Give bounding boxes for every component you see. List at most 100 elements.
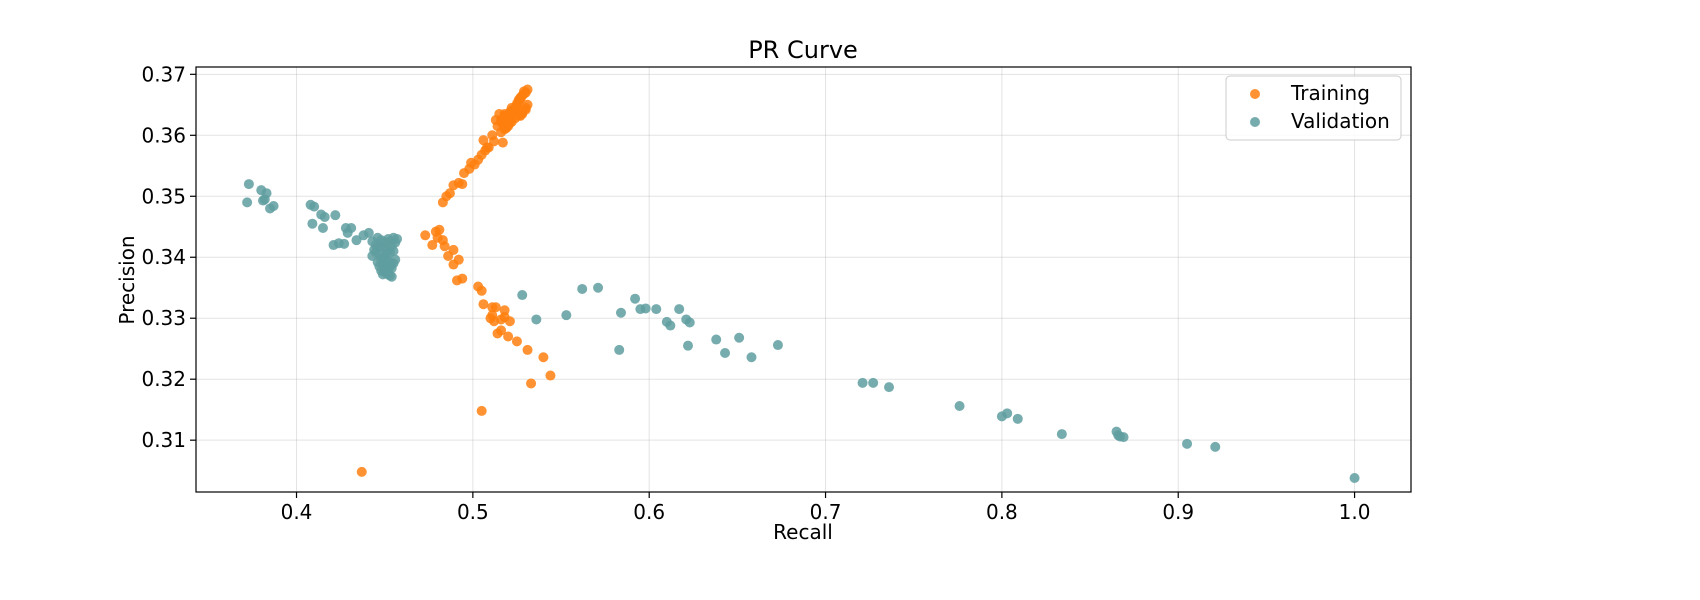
- data-point-validation: [772, 340, 783, 351]
- data-point-validation: [307, 218, 318, 229]
- data-point-validation: [309, 201, 320, 212]
- data-point-validation: [339, 238, 350, 249]
- data-point-training: [476, 405, 487, 416]
- data-point-training: [511, 101, 522, 112]
- data-point-validation: [384, 261, 395, 272]
- data-point-validation: [884, 382, 895, 393]
- data-point-validation: [328, 240, 339, 251]
- data-point-training: [466, 157, 477, 168]
- data-point-validation: [614, 344, 625, 355]
- x-tick-label: 0.7: [810, 500, 842, 524]
- data-point-validation: [317, 222, 328, 233]
- x-tick-label: 0.9: [1162, 500, 1194, 524]
- data-point-validation: [243, 179, 254, 190]
- legend-label-validation: Validation: [1291, 109, 1390, 133]
- data-point-validation: [259, 194, 270, 205]
- data-point-validation: [390, 237, 401, 248]
- data-point-validation: [1002, 408, 1013, 419]
- data-point-training: [483, 142, 494, 153]
- legend-marker-training: [1250, 89, 1260, 99]
- data-point-validation: [388, 246, 399, 257]
- data-point-training: [515, 110, 526, 121]
- data-point-training: [478, 299, 489, 310]
- data-point-training: [356, 466, 367, 477]
- data-point-training: [443, 251, 454, 262]
- data-point-training: [434, 224, 445, 235]
- x-tick-label: 0.5: [457, 500, 489, 524]
- chart-legend: Training Validation: [1225, 75, 1402, 141]
- data-point-training: [490, 302, 501, 313]
- data-point-training: [457, 179, 468, 190]
- data-point-validation: [1182, 438, 1193, 449]
- legend-box: [1225, 75, 1402, 141]
- data-point-validation: [531, 314, 542, 325]
- data-point-validation: [711, 334, 722, 345]
- x-tick-label: 1.0: [1339, 500, 1371, 524]
- data-point-validation: [242, 197, 253, 208]
- data-point-validation: [351, 235, 362, 246]
- data-point-validation: [651, 304, 662, 315]
- data-point-training: [448, 259, 459, 270]
- y-tick-label: 0.35: [141, 184, 186, 208]
- y-tick-label: 0.36: [141, 123, 186, 147]
- data-point-validation: [674, 304, 685, 315]
- data-point-training: [497, 137, 508, 148]
- y-tick-label: 0.34: [141, 245, 186, 269]
- y-tick-label: 0.31: [141, 428, 186, 452]
- data-point-validation: [1056, 429, 1067, 440]
- scatter-points: [242, 84, 1360, 483]
- data-point-training: [504, 316, 515, 327]
- data-point-training: [511, 336, 522, 347]
- data-point-validation: [517, 290, 528, 301]
- data-point-validation: [720, 347, 731, 358]
- data-point-validation: [640, 303, 651, 314]
- data-point-validation: [615, 307, 626, 318]
- data-point-training: [439, 241, 450, 252]
- data-point-validation: [684, 317, 695, 328]
- data-point-training: [504, 118, 515, 129]
- data-point-validation: [682, 340, 693, 351]
- data-point-validation: [1118, 432, 1129, 443]
- series-training: [356, 84, 556, 477]
- plot-area-frame: [195, 66, 1412, 493]
- data-point-training: [496, 325, 507, 336]
- data-point-validation: [868, 377, 879, 388]
- data-point-training: [494, 108, 505, 119]
- x-axis-label: Recall: [773, 520, 833, 544]
- x-tick-label: 0.6: [633, 500, 665, 524]
- data-point-validation: [561, 310, 572, 321]
- data-point-validation: [593, 282, 604, 293]
- data-point-training: [476, 285, 487, 296]
- y-tick-label: 0.33: [141, 306, 186, 330]
- data-point-validation: [319, 212, 330, 222]
- x-tick-label: 0.8: [986, 500, 1018, 524]
- data-point-training: [503, 331, 514, 342]
- data-point-validation: [665, 320, 676, 331]
- axis-ticks: 0.4 0.5 0.6 0.7 0.8 0.9 1.0 0.31 0.32 0.33 0.34 0.3…: [141, 62, 1370, 524]
- data-point-training: [420, 230, 431, 241]
- data-point-training: [459, 168, 470, 179]
- data-point-training: [437, 197, 448, 208]
- data-point-training: [538, 352, 549, 363]
- data-point-training: [526, 378, 537, 389]
- x-tick-label: 0.4: [281, 500, 313, 524]
- y-tick-label: 0.37: [141, 62, 186, 86]
- data-point-validation: [734, 332, 745, 343]
- data-point-validation: [386, 271, 397, 282]
- data-point-training: [448, 180, 459, 191]
- data-point-validation: [746, 352, 757, 363]
- data-point-validation: [577, 283, 588, 294]
- data-point-training: [427, 240, 438, 251]
- legend-marker-validation: [1250, 117, 1260, 127]
- legend-label-training: Training: [1290, 81, 1370, 105]
- data-point-validation: [857, 377, 868, 388]
- data-point-validation: [330, 210, 341, 221]
- y-axis-label: Precision: [115, 235, 139, 324]
- y-tick-label: 0.32: [141, 367, 186, 391]
- data-point-training: [522, 344, 533, 355]
- series-validation: [242, 179, 1360, 483]
- data-point-validation: [1012, 413, 1023, 424]
- data-point-validation: [954, 401, 965, 412]
